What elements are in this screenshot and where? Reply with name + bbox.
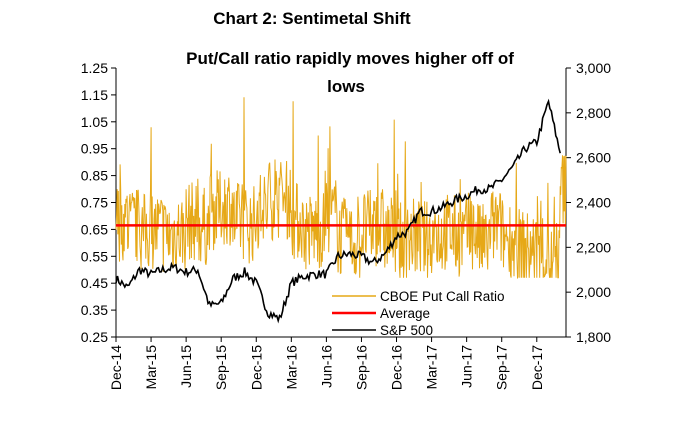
x-tick-label: Dec-16 (389, 345, 405, 390)
left-y-tick-label: 0.25 (81, 329, 108, 345)
right-y-tick-label: 2,000 (576, 284, 611, 300)
left-y-tick-label: 0.85 (81, 168, 108, 184)
x-tick-label: Sep-16 (353, 345, 369, 390)
x-tick-label: Jun-15 (178, 345, 194, 388)
legend: CBOE Put Call Ratio Average S&P 500 (332, 289, 505, 338)
right-y-tick-label: 2,200 (576, 239, 611, 255)
x-tick-label: Sep-15 (213, 345, 229, 390)
left-y-tick-label: 0.45 (81, 275, 108, 291)
legend-label-average: Average (380, 306, 430, 321)
left-y-tick-label: 0.75 (81, 195, 108, 211)
x-tick-label: Mar-17 (424, 345, 440, 390)
left-y-tick-label: 0.95 (81, 141, 108, 157)
right-y-tick-label: 1,800 (576, 329, 611, 345)
left-y-tick-label: 0.65 (81, 221, 108, 237)
chart-subtitle-line-1: Put/Call ratio rapidly moves higher off … (186, 49, 514, 68)
right-y-tick-label: 2,800 (576, 105, 611, 121)
right-y-tick-label: 2,400 (576, 195, 611, 211)
x-tick-label: Dec-15 (248, 345, 264, 390)
x-tick-label: Mar-15 (143, 345, 159, 390)
x-tick-label: Sep-17 (494, 345, 510, 390)
left-y-tick-label: 0.55 (81, 248, 108, 264)
legend-label-sp500: S&P 500 (380, 323, 433, 338)
left-y-tick-label: 1.05 (81, 114, 108, 130)
series-line-cboe-put-call-ratio (115, 97, 567, 280)
x-tick-label: Jun-17 (459, 345, 475, 388)
right-y-tick-label: 3,000 (576, 60, 611, 76)
left-y-ticks: 0.25 0.35 0.45 0.55 0.65 0.75 0.85 0.95 1.05 1.15… (81, 60, 116, 345)
right-y-ticks: 1,800 2,000 2,200 2,400 2,600 2,800 3,000 (566, 60, 611, 345)
right-y-tick-label: 2,600 (576, 150, 611, 166)
left-y-tick-label: 0.35 (81, 302, 108, 318)
chart-title: Chart 2: Sentimetal Shift (213, 9, 411, 28)
x-tick-label: Dec-17 (529, 345, 545, 390)
plot-area: 0.25 0.35 0.45 0.55 0.65 0.75 0.85 0.95 1.05 1.15… (81, 60, 611, 390)
series-line-sp500 (115, 98, 561, 324)
left-y-tick-label: 1.15 (81, 87, 108, 103)
x-tick-label: Dec-14 (108, 345, 124, 390)
left-y-tick-label: 1.25 (81, 60, 108, 76)
x-ticks: Dec-14 Mar-15 Jun-15 Sep-15 Dec-15 Mar-16 Jun-… (108, 337, 545, 390)
legend-label-cboe-put-call-ratio: CBOE Put Call Ratio (380, 289, 505, 304)
x-tick-label: Jun-16 (318, 345, 334, 388)
chart-subtitle-line-2: lows (327, 77, 365, 96)
x-tick-label: Mar-16 (283, 345, 299, 390)
